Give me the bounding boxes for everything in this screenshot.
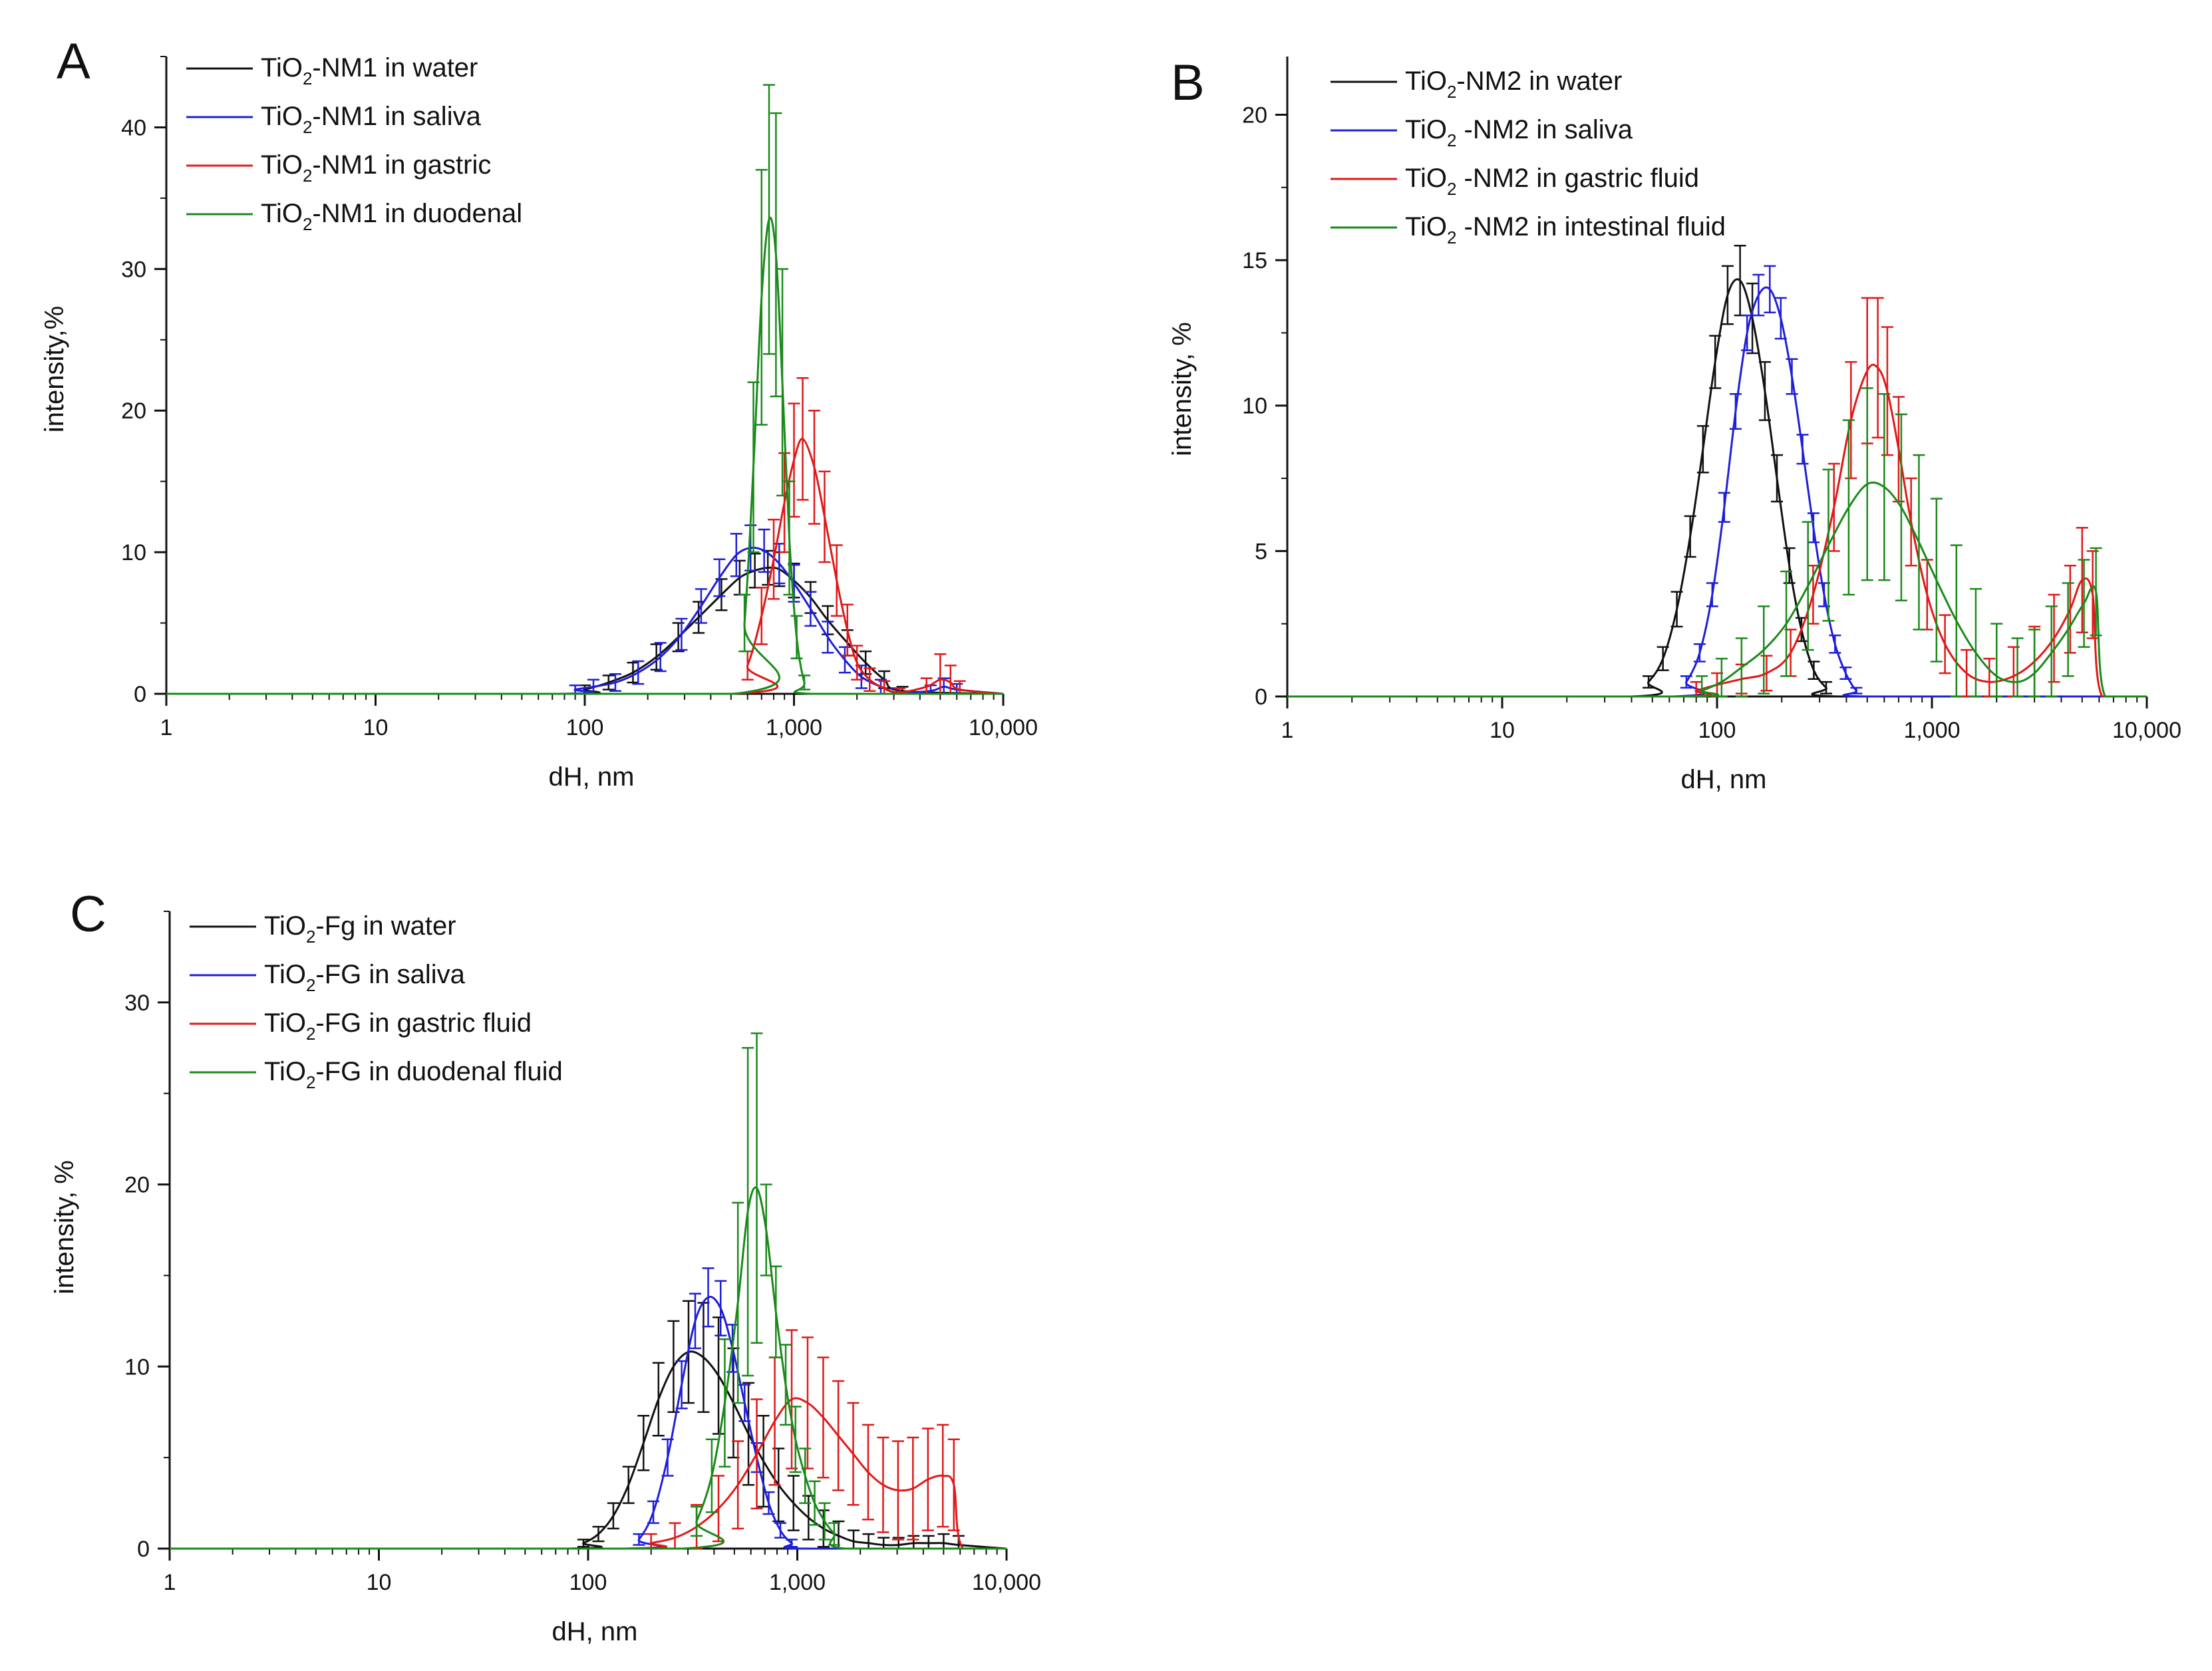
series-2: [169, 1267, 1007, 1550]
x-tick-label: 100: [1698, 718, 1736, 743]
y-tick-label: 10: [124, 1354, 150, 1380]
y-tick-label: 40: [121, 115, 146, 140]
y-axis-title: intensity, %: [1168, 322, 1197, 456]
y-tick-label: 30: [124, 990, 150, 1016]
y-tick-label: 20: [124, 1173, 150, 1198]
legend-label: TiO2 -NM2 in intestinal fluid: [1405, 212, 1726, 247]
series-line: [166, 216, 1003, 695]
series-1: [166, 549, 1004, 695]
panel-c: C 1 10 100 1,000 10,000 0 10 20 30 dH, nm intensity…: [50, 886, 1041, 1646]
legend-label: TiO2-NM2 in water: [1405, 67, 1622, 102]
x-axis-title: dH, nm: [552, 1617, 638, 1646]
x-tick-label: 10,000: [972, 1570, 1041, 1595]
legend-label: TiO2-Fg in water: [264, 911, 456, 947]
y-tick-label: 10: [121, 540, 146, 565]
legend-label: TiO2-NM1 in water: [261, 53, 478, 88]
legend-label: TiO2-FG in duodenal fluid: [264, 1057, 563, 1092]
legend: TiO2-NM1 in water TiO2-NM1 in saliva TiO2-…: [186, 53, 522, 234]
y-axis-title: intensity, %: [50, 1160, 79, 1294]
series-4: [1287, 387, 2147, 698]
series-3: [1287, 297, 2147, 698]
x-tick-label: 10,000: [969, 715, 1038, 740]
x-tick-label: 10: [1490, 718, 1515, 743]
series-line: [1287, 481, 2147, 698]
x-tick-label: 1: [160, 715, 173, 740]
x-tick-label: 1,000: [1903, 718, 1960, 743]
panel-letter: A: [57, 33, 90, 90]
series-line: [1287, 286, 2147, 698]
series-4: [169, 1032, 1007, 1550]
x-tick-label: 10,000: [2112, 718, 2181, 743]
series-3: [166, 377, 1004, 695]
panel-b: B 1 10 100 1,000 10,000 0 5 10 15 20 dH, nm intensit…: [1168, 55, 2181, 794]
series-line: [169, 1350, 1007, 1550]
y-tick-label: 5: [1255, 539, 1267, 564]
legend: TiO2-NM2 in water TiO2 -NM2 in saliva TiO2…: [1331, 67, 1726, 247]
y-tick-label: 20: [121, 398, 146, 424]
legend-label: TiO2-FG in gastric fluid: [264, 1008, 532, 1044]
series-line: [1287, 278, 2147, 698]
y-axis-title: intensity,%: [40, 306, 69, 432]
series-line: [169, 1296, 1007, 1550]
series-1: [169, 1300, 1007, 1550]
y-tick-label: 15: [1242, 248, 1267, 273]
legend-label: TiO2 -NM2 in gastric fluid: [1405, 164, 1699, 199]
series-4: [166, 84, 1003, 695]
panel-letter: C: [70, 886, 106, 943]
legend-label: TiO2-NM1 in gastric: [261, 150, 491, 186]
series-line: [166, 566, 1004, 695]
panel-letter: B: [1171, 55, 1205, 111]
series-line: [166, 438, 1004, 695]
series-line: [169, 1397, 1007, 1550]
x-tick-label: 10: [363, 715, 389, 740]
x-tick-label: 1: [164, 1570, 176, 1595]
x-axis-title: dH, nm: [1681, 765, 1767, 794]
legend-label: TiO2-NM1 in saliva: [261, 102, 482, 137]
series-2: [1287, 265, 2147, 698]
y-tick-label: 0: [137, 1537, 150, 1562]
x-tick-label: 100: [566, 715, 604, 740]
series-1: [1287, 244, 2147, 698]
x-tick-label: 1: [1281, 718, 1294, 743]
x-axis-title: dH, nm: [549, 762, 635, 792]
legend: TiO2-Fg in water TiO2-FG in saliva TiO2-FG…: [190, 911, 563, 1092]
y-tick-label: 10: [1242, 394, 1267, 419]
series-3: [169, 1329, 1007, 1550]
series-line: [166, 546, 1004, 695]
legend-label: TiO2-FG in saliva: [264, 960, 466, 995]
y-tick-label: 0: [134, 682, 146, 707]
series-line: [169, 1186, 1007, 1550]
x-tick-label: 1,000: [766, 715, 822, 740]
x-tick-label: 100: [569, 1570, 607, 1595]
panel-a: A 1 10 100 1,000 10,000 0 10 20 30 40 dH, nm intensi…: [40, 33, 1038, 792]
legend-label: TiO2-NM1 in duodenal: [261, 199, 522, 234]
x-tick-label: 10: [367, 1570, 392, 1595]
y-tick-label: 30: [121, 257, 146, 282]
y-tick-label: 20: [1242, 102, 1267, 128]
legend-label: TiO2 -NM2 in saliva: [1405, 115, 1633, 150]
y-tick-label: 0: [1255, 684, 1267, 710]
series-2: [166, 524, 1004, 695]
x-tick-label: 1,000: [769, 1570, 826, 1595]
